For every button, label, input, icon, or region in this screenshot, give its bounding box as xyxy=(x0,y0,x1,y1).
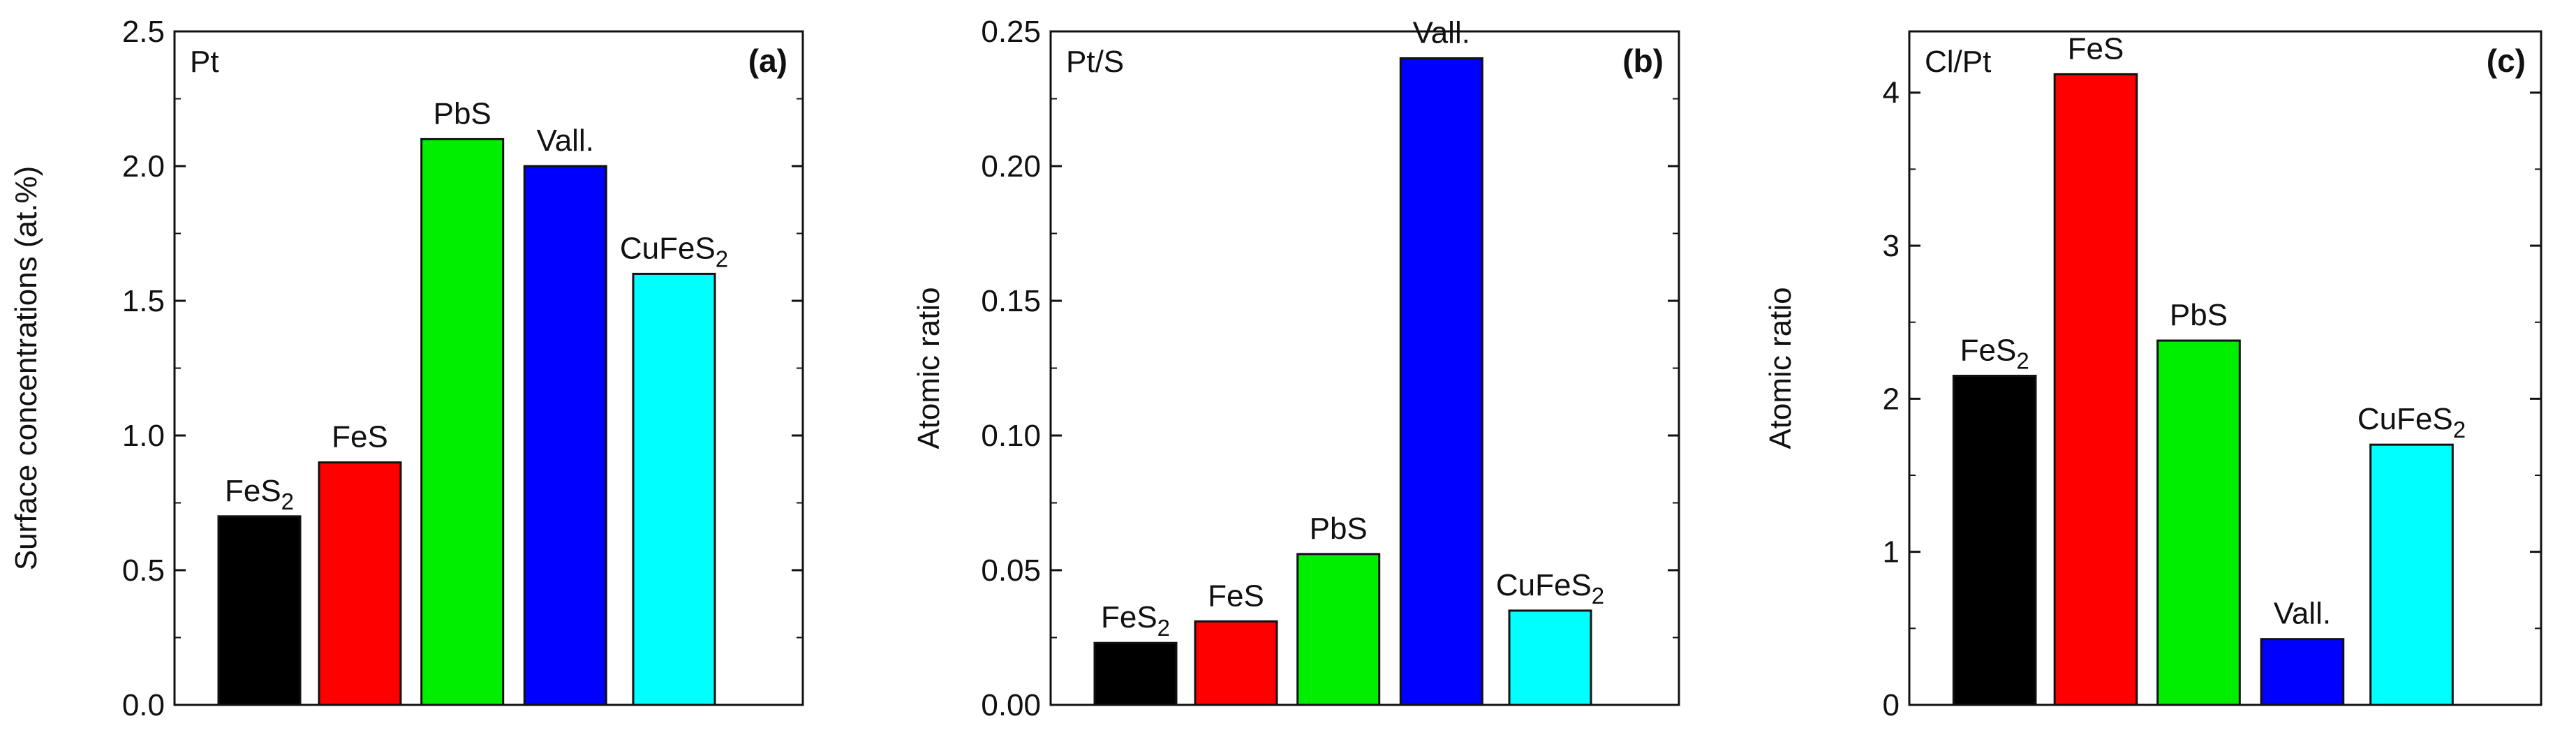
y-axis-label-b: Atomic ratio xyxy=(912,287,946,449)
bar-label-subscript: 2 xyxy=(2016,348,2029,373)
bar-fes2-b xyxy=(1093,641,1178,706)
y-tick-label-c: 1 xyxy=(1883,535,1900,570)
bar-fes2-a xyxy=(217,515,302,706)
bar-fes2-c xyxy=(1952,374,2037,706)
bar-label-subscript: 2 xyxy=(2453,417,2466,442)
bar-label-base: PbS xyxy=(1310,512,1368,546)
bar-label-fes2-b: FeS2 xyxy=(1101,600,1170,641)
bar-label-vall-b: Vall. xyxy=(1413,16,1470,50)
bar-label-base: FeS xyxy=(225,474,281,508)
bar-label-fes-a: FeS xyxy=(332,420,388,454)
bar-label-base: Vall. xyxy=(1413,16,1470,50)
bar-label-base: CuFeS xyxy=(1496,568,1592,602)
bar-label-pbs-b: PbS xyxy=(1310,512,1368,546)
inset-label-b: Pt/S xyxy=(1066,45,1124,79)
bar-label-subscript: 2 xyxy=(281,489,294,514)
bar-label-base: Vall. xyxy=(2274,597,2331,631)
bar-label-pbs-a: PbS xyxy=(434,96,491,131)
y-tick-label-a: 0.0 xyxy=(122,688,165,722)
y-axis-label-c: Atomic ratio xyxy=(1763,287,1798,449)
panel-label-a: (a) xyxy=(748,43,787,79)
y-tick-label-c: 2 xyxy=(1883,382,1900,416)
bar-fes-a xyxy=(318,461,402,706)
bar-label-base: Vall. xyxy=(537,124,594,158)
y-tick-label-b: 0.05 xyxy=(981,553,1041,588)
bar-label-subscript: 2 xyxy=(1592,583,1604,609)
y-tick-label-a: 1.5 xyxy=(122,284,165,318)
y-tick-label-a: 2.0 xyxy=(122,149,165,184)
bar-label-fes-b: FeS xyxy=(1208,579,1264,613)
panel-a: 0.0 0.5 1.0 1.5 2.0 2.5 Surface concentrations… xyxy=(9,15,804,722)
y-tick-label-b: 0.15 xyxy=(981,284,1041,318)
bar-cufes2-a xyxy=(632,272,716,706)
y-tick-label-b: 0.25 xyxy=(981,15,1041,49)
bar-cufes2-c xyxy=(2369,443,2454,706)
inset-label-c: Cl/Pt xyxy=(1925,45,1991,79)
y-tick-label-a: 0.5 xyxy=(122,553,165,588)
bar-fes-b xyxy=(1194,620,1278,706)
bar-fes-c xyxy=(2053,73,2138,706)
bar-vall-a xyxy=(523,165,607,706)
panel-label-b: (b) xyxy=(1622,43,1664,79)
bar-label-fes2-c: FeS2 xyxy=(1960,333,2029,373)
bar-label-vall-c: Vall. xyxy=(2274,597,2331,631)
bar-vall-b xyxy=(1399,57,1483,706)
y-tick-label-a: 1.0 xyxy=(122,419,165,453)
bar-label-base: FeS xyxy=(1208,579,1264,613)
bar-label-base: CuFeS xyxy=(620,231,716,265)
panel-label-c: (c) xyxy=(2487,43,2526,79)
y-tick-label-b: 0.10 xyxy=(981,419,1041,453)
bar-label-vall-a: Vall. xyxy=(537,124,594,158)
y-tick-label-c: 3 xyxy=(1883,229,1900,263)
bar-label-subscript: 2 xyxy=(716,246,728,271)
bar-label-base: FeS xyxy=(2068,31,2124,66)
bar-label-base: PbS xyxy=(2170,298,2228,332)
bar-label-fes2-a: FeS2 xyxy=(225,474,294,514)
bar-pbs-c xyxy=(2156,339,2241,706)
y-tick-label-c: 4 xyxy=(1883,76,1900,110)
bar-label-base: CuFeS xyxy=(2357,402,2453,436)
bar-label-subscript: 2 xyxy=(1157,615,1170,641)
bar-label-cufes2-a: CuFeS2 xyxy=(620,231,728,271)
bar-label-base: FeS xyxy=(332,420,388,454)
y-tick-label-b: 0.20 xyxy=(981,149,1041,184)
bar-label-base: FeS xyxy=(1101,600,1157,634)
bar-vall-c xyxy=(2260,638,2345,706)
y-axis-label-a: Surface concentrations (at.%) xyxy=(9,166,43,571)
bar-label-base: FeS xyxy=(1960,333,2017,367)
bar-label-pbs-c: PbS xyxy=(2170,298,2228,332)
panel-b: 0.00 0.05 0.10 0.15 0.20 0.25 Atomic ratio Pt/S… xyxy=(912,15,1680,722)
bar-label-cufes2-b: CuFeS2 xyxy=(1496,568,1604,609)
inset-label-a: Pt xyxy=(190,45,219,79)
bar-pbs-b xyxy=(1296,553,1381,706)
y-tick-label-a: 2.5 xyxy=(122,15,165,49)
bar-cufes2-b xyxy=(1508,609,1592,706)
bar-label-base: PbS xyxy=(434,96,491,131)
bar-label-fes-c: FeS xyxy=(2068,31,2124,66)
bar-label-cufes2-c: CuFeS2 xyxy=(2357,402,2466,442)
bar-pbs-a xyxy=(420,137,505,706)
y-tick-label-c: 0 xyxy=(1883,688,1900,722)
y-tick-label-b: 0.00 xyxy=(981,688,1041,722)
